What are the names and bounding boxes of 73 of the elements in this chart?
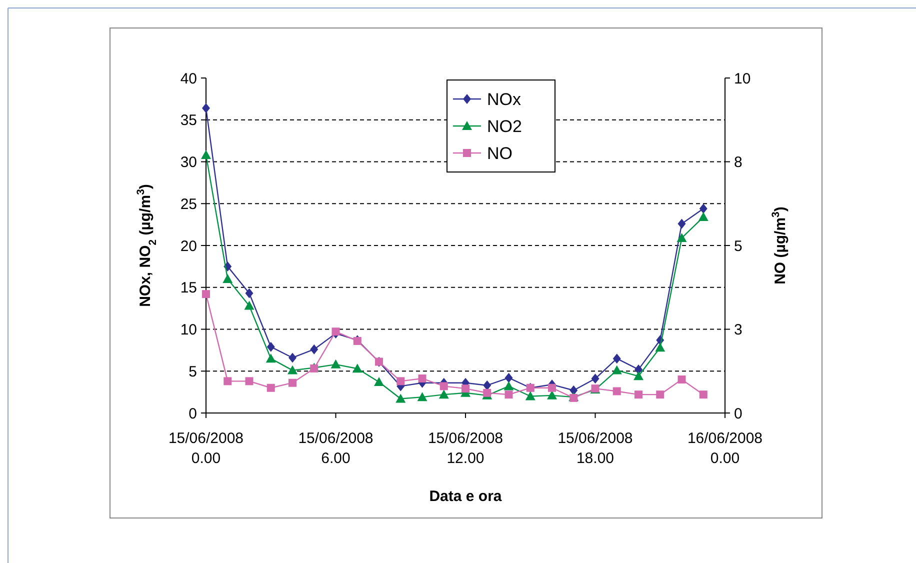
point <box>374 377 384 386</box>
point <box>266 384 275 392</box>
point <box>678 218 686 229</box>
point <box>698 212 708 222</box>
point <box>440 382 448 390</box>
y-tick-label: 35 <box>180 112 197 130</box>
point <box>504 381 514 390</box>
point <box>332 328 340 336</box>
point <box>634 371 644 380</box>
point <box>656 390 664 399</box>
point <box>504 372 513 383</box>
point <box>634 364 642 374</box>
y2-tick-label: 8 <box>734 154 742 171</box>
point <box>417 392 428 402</box>
point <box>245 288 254 298</box>
point <box>330 359 341 368</box>
point <box>634 390 642 399</box>
point <box>612 354 621 364</box>
point <box>224 377 232 386</box>
point <box>244 300 254 310</box>
point <box>396 394 406 403</box>
legend-label: NOx <box>487 90 522 109</box>
x-tick-label: 16/06/2008 0.00 <box>687 430 763 467</box>
point <box>462 384 470 393</box>
x-tick-label: 15/06/2008 0.00 <box>168 430 244 467</box>
point <box>483 380 492 390</box>
point <box>699 204 708 214</box>
y-tick-label: 15 <box>180 280 197 297</box>
y2-tick-label: 0 <box>734 405 742 422</box>
point <box>525 391 536 400</box>
x-tick-label: 15/06/2008 12.00 <box>428 430 504 467</box>
point <box>288 378 296 387</box>
point <box>310 344 318 354</box>
y2-tick-label: 5 <box>734 238 742 255</box>
point <box>288 352 296 363</box>
y-tick-label: 0 <box>188 405 197 422</box>
y2-tick-label: 10 <box>734 70 751 88</box>
point <box>676 232 687 242</box>
point <box>438 390 449 399</box>
point <box>655 342 666 352</box>
point <box>699 390 708 399</box>
point <box>201 150 211 160</box>
x-tick-label: 15/06/2008 18.00 <box>558 430 633 467</box>
y-tick-label: 30 <box>180 154 197 171</box>
y-tick-label: 20 <box>180 238 197 255</box>
point <box>418 374 426 382</box>
point <box>396 377 405 386</box>
point <box>245 377 254 386</box>
point <box>202 103 210 114</box>
point <box>288 365 298 374</box>
point <box>483 388 492 397</box>
x-tick-label: 15/06/2008 6.00 <box>298 430 374 467</box>
point <box>547 390 557 400</box>
point <box>570 385 578 396</box>
point <box>612 387 621 396</box>
y-tick-label: 10 <box>180 322 197 338</box>
y-tick-label: 25 <box>180 196 197 213</box>
point <box>504 390 513 399</box>
legend-label: NO <box>487 144 512 163</box>
point <box>266 342 275 352</box>
y2-tick-label: 3 <box>734 322 742 338</box>
y-tick-label: 40 <box>180 70 197 88</box>
legend-label: NO2 <box>487 116 522 136</box>
point <box>222 274 233 283</box>
point <box>352 364 362 373</box>
y-tick-label: 5 <box>188 363 197 380</box>
x-axis-title: Data e ora <box>429 488 502 505</box>
point <box>612 365 622 374</box>
point <box>678 376 686 384</box>
point <box>202 290 210 298</box>
point <box>548 384 556 392</box>
point <box>591 374 600 384</box>
point <box>266 354 276 363</box>
